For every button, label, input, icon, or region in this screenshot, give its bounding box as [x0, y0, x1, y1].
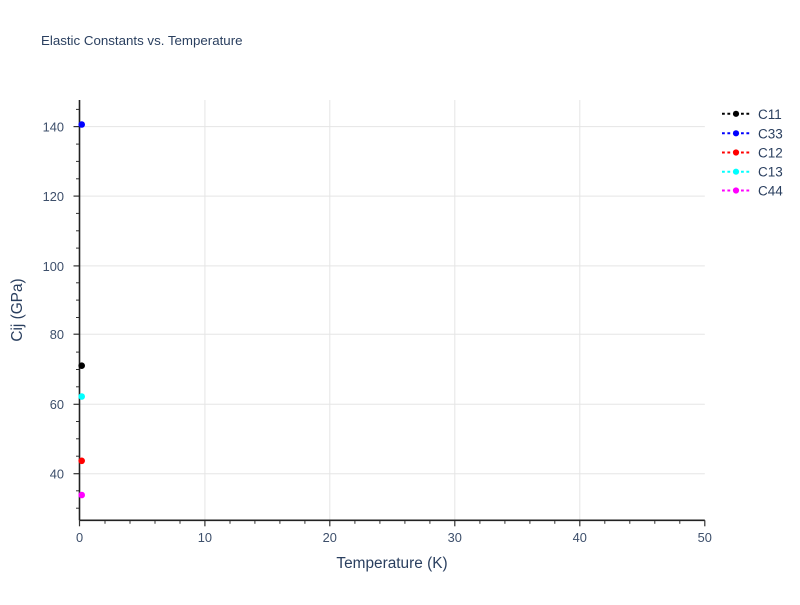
- svg-text:60: 60: [50, 397, 64, 412]
- svg-text:100: 100: [43, 259, 64, 274]
- svg-text:50: 50: [698, 530, 712, 545]
- svg-text:40: 40: [573, 530, 587, 545]
- svg-text:30: 30: [448, 530, 462, 545]
- svg-text:140: 140: [43, 120, 64, 135]
- svg-text:Temperature (K): Temperature (K): [336, 555, 447, 572]
- svg-text:10: 10: [198, 530, 212, 545]
- svg-text:C33: C33: [758, 126, 783, 141]
- svg-text:C13: C13: [758, 165, 783, 180]
- svg-text:20: 20: [323, 530, 337, 545]
- svg-text:C12: C12: [758, 146, 783, 161]
- svg-text:Cij (GPa): Cij (GPa): [9, 278, 26, 341]
- svg-text:80: 80: [50, 327, 64, 342]
- svg-text:40: 40: [50, 467, 64, 482]
- svg-text:C44: C44: [758, 184, 783, 199]
- svg-text:C11: C11: [758, 107, 782, 122]
- svg-text:120: 120: [43, 189, 64, 204]
- svg-text:0: 0: [76, 530, 83, 545]
